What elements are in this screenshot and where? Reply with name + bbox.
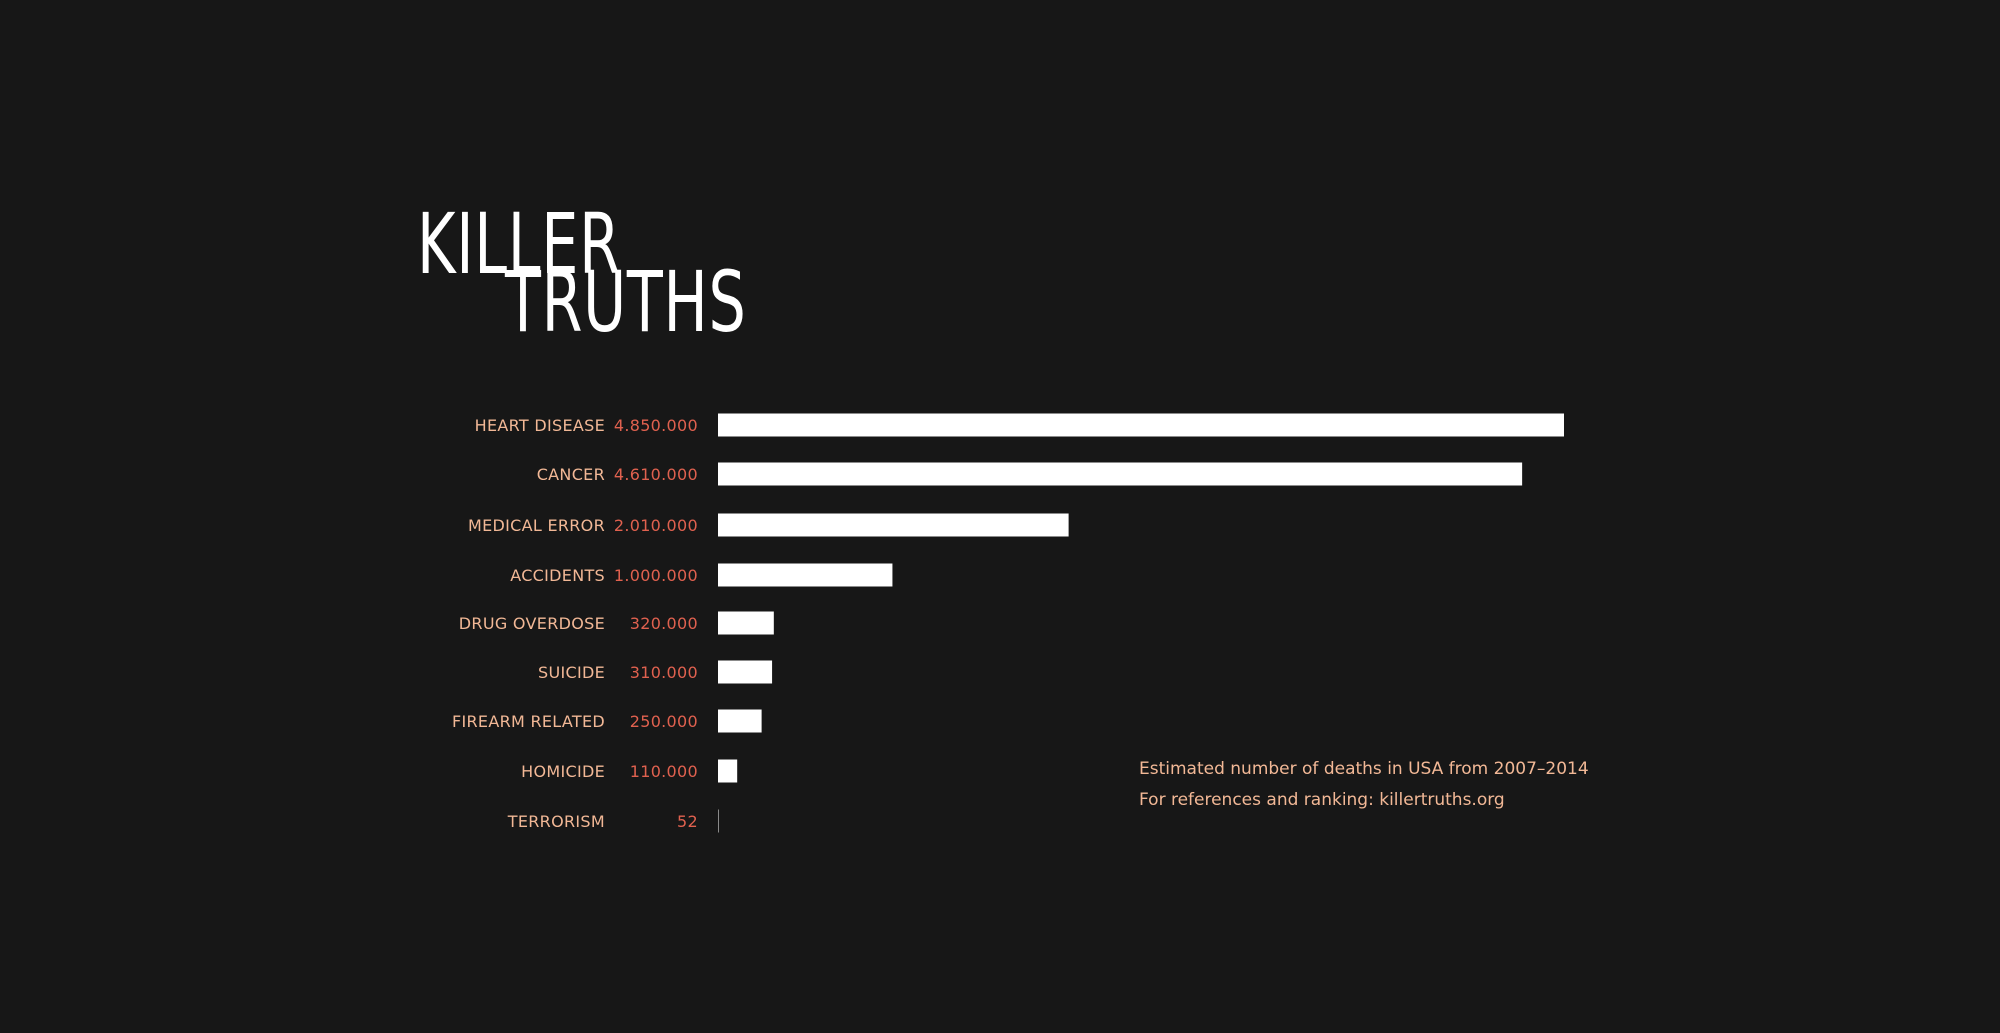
bar-heart-disease — [718, 413, 1564, 437]
value-label-terrorism: 52 — [677, 812, 698, 831]
bar-cancer — [718, 462, 1523, 486]
bar-medical-error — [718, 513, 1069, 537]
title-line-truths: TRUTHS — [505, 253, 747, 351]
chart-note-estimate: Estimated number of deaths in USA from 2… — [1139, 759, 1589, 779]
bar-terrorism — [718, 809, 719, 833]
category-label-medical-error: MEDICAL ERROR — [468, 516, 605, 535]
category-label-accidents: ACCIDENTS — [510, 566, 605, 585]
category-label-homicide: HOMICIDE — [521, 762, 605, 781]
category-label-terrorism: TERRORISM — [507, 812, 605, 831]
category-label-drug-overdose: DRUG OVERDOSE — [459, 614, 605, 633]
bar-suicide — [718, 660, 773, 684]
bar-accidents — [718, 563, 893, 587]
chart-note-references: For references and ranking: killertruths… — [1139, 790, 1505, 810]
bar-firearm-related — [718, 709, 762, 733]
bar-homicide — [718, 759, 738, 783]
value-label-heart-disease: 4.850.000 — [614, 416, 698, 435]
bar-drug-overdose — [718, 611, 774, 635]
value-label-firearm-related: 250.000 — [630, 712, 698, 731]
value-label-drug-overdose: 320.000 — [630, 614, 698, 633]
value-label-accidents: 1.000.000 — [614, 566, 698, 585]
category-label-suicide: SUICIDE — [538, 663, 605, 682]
title-line-killer: KILLER — [417, 195, 621, 293]
value-label-cancer: 4.610.000 — [614, 465, 698, 484]
value-label-medical-error: 2.010.000 — [614, 516, 698, 535]
value-label-suicide: 310.000 — [630, 663, 698, 682]
category-label-heart-disease: HEART DISEASE — [475, 416, 605, 435]
category-label-firearm-related: FIREARM RELATED — [452, 712, 605, 731]
value-label-homicide: 110.000 — [630, 762, 698, 781]
category-label-cancer: CANCER — [537, 465, 605, 484]
